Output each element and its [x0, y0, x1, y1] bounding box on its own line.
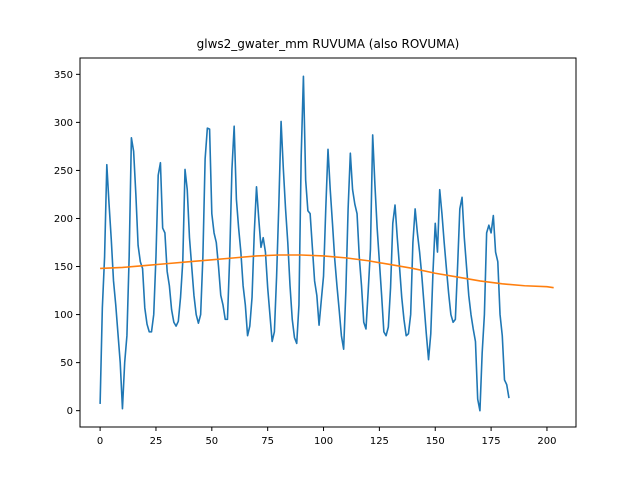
x-tick-label: 150: [426, 436, 445, 447]
x-tick-label: 0: [97, 436, 103, 447]
x-tick-label: 175: [482, 436, 501, 447]
chart-title: glws2_gwater_mm RUVUMA (also ROVUMA): [197, 37, 460, 51]
y-tick-label: 0: [67, 406, 73, 417]
x-tick-label: 75: [261, 436, 274, 447]
y-axis: 0 50 100 150 200 250 300 350: [54, 70, 80, 417]
plot-frame: [79, 57, 577, 428]
y-tick-label: 200: [54, 214, 73, 225]
series-line-2: [100, 254, 554, 289]
y-tick-label: 250: [54, 166, 73, 177]
y-tick-label: 50: [60, 358, 73, 369]
series-layer: [99, 75, 554, 412]
x-tick-label: 100: [314, 436, 333, 447]
y-tick-label: 150: [54, 262, 73, 273]
x-tick-label: 25: [150, 436, 163, 447]
series-line-1: [99, 75, 510, 412]
x-tick-label: 200: [537, 436, 556, 447]
y-tick-label: 100: [54, 310, 73, 321]
x-tick-label: 125: [370, 436, 389, 447]
y-tick-label: 300: [54, 118, 73, 129]
x-axis: 0 25 50 75 100 125 150 175 200: [97, 427, 557, 447]
y-tick-label: 350: [54, 70, 73, 81]
x-tick-label: 50: [205, 436, 218, 447]
